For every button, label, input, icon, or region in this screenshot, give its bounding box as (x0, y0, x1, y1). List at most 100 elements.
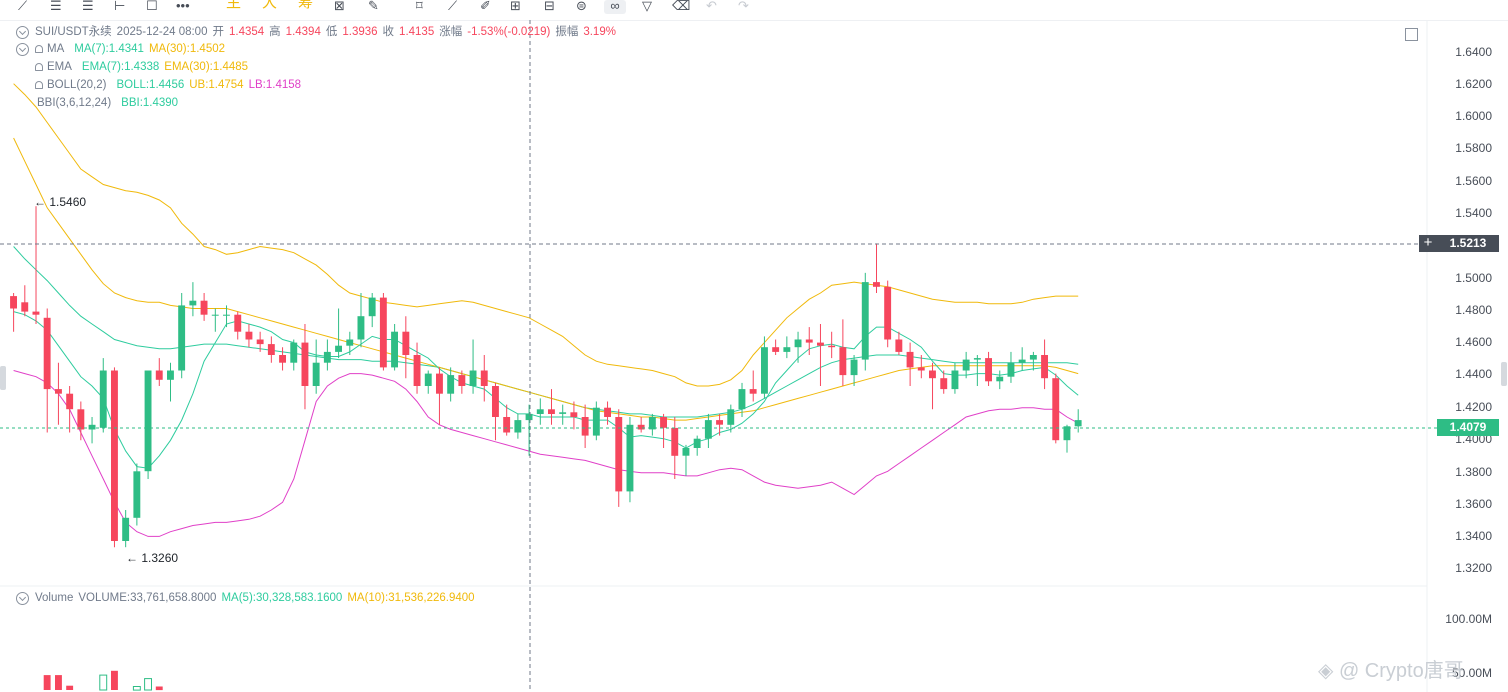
price-tick: 1.6400 (1455, 45, 1492, 59)
candle-body (805, 339, 813, 343)
candle-body (111, 370, 118, 541)
candles-tool-icon[interactable]: ⊞ (510, 0, 521, 13)
volume-bar (55, 675, 62, 690)
bell-icon[interactable] (35, 63, 43, 71)
layers-tool-icon[interactable]: ⊜ (576, 0, 587, 13)
candle-body (615, 417, 623, 492)
candle-body (10, 296, 17, 309)
candle-body (379, 297, 387, 368)
magnet-tool-icon[interactable]: ∞ (604, 0, 626, 14)
price-tick: 1.4200 (1455, 400, 1492, 414)
low-label: 低 (325, 26, 338, 38)
pencil-tool-icon[interactable]: ✐ (480, 0, 491, 13)
watermark-text: ◈ @ Crypto唐哥 (1318, 660, 1464, 682)
horizontal-lines-tool-icon[interactable]: ☰ (50, 0, 62, 13)
candle-body (738, 389, 746, 410)
candle-body (1074, 420, 1082, 427)
candle-body (357, 316, 365, 340)
candle-body (144, 370, 152, 472)
candle-body (929, 370, 936, 379)
lock-tool-icon[interactable]: ⊟ (544, 0, 555, 13)
candle-body (996, 376, 1004, 382)
ray-tool-icon[interactable]: ⊢ (114, 0, 126, 13)
volume-bar (43, 675, 51, 690)
tool-chips-text[interactable]: 筹 (298, 0, 314, 11)
collapse-chevron-icon[interactable] (16, 25, 29, 39)
candle-body (155, 370, 163, 380)
candle-body (828, 345, 836, 348)
collapse-chevron-icon[interactable] (16, 42, 29, 56)
candle-time: 2025-12-24 08:00 (116, 26, 208, 38)
boll-legend: BOLL(20,2) BOLL:1.4456 UB:1.4754 LB:1.41… (35, 76, 306, 94)
volume-ma5-value: MA(5):30,328,583.1600 (221, 592, 343, 604)
candle-body (1018, 359, 1026, 363)
candle-body (940, 378, 948, 390)
candle-body (626, 424, 634, 492)
measure-tool-icon[interactable]: ⊠ (334, 0, 345, 13)
delete-tool-icon[interactable]: ⌫ (672, 0, 691, 13)
candle-body (581, 417, 589, 436)
candle-body (727, 409, 735, 425)
ruler-tool-icon[interactable]: ⟋ (448, 0, 458, 13)
candle-body (850, 359, 858, 376)
tool-main-text[interactable]: 主 (226, 0, 242, 11)
more-tools-icon[interactable]: ••• (176, 0, 190, 13)
amplitude-label: 振幅 (555, 26, 579, 38)
candle-body (413, 355, 421, 386)
volume-bar (111, 670, 118, 690)
candle-body (469, 370, 477, 386)
volume-tick: 50.00M (1451, 666, 1492, 680)
collapse-chevron-icon[interactable] (16, 591, 29, 605)
price-tick: 1.6200 (1455, 77, 1492, 91)
brush-tool-icon[interactable]: ✎ (368, 0, 379, 13)
price-tick: 1.5000 (1455, 271, 1492, 285)
right-scroll-handle[interactable] (1501, 362, 1507, 386)
ema-name: EMA (47, 61, 72, 73)
candle-body (1029, 355, 1037, 360)
candle-body (559, 412, 567, 414)
candle-body (211, 314, 219, 316)
candle-body (817, 342, 824, 346)
volume-legend: Volume VOLUME:33,761,658.8000 MA(5):30,3… (16, 589, 480, 607)
volume-bar (155, 686, 163, 691)
left-scroll-handle[interactable] (0, 366, 6, 390)
candle-body (447, 375, 455, 394)
candle-body (200, 300, 208, 315)
candle-body (716, 420, 723, 425)
filter-tool-icon[interactable]: ▽ (642, 0, 652, 13)
candle-body (279, 355, 286, 363)
bookmark-tool-icon[interactable]: ⌑ (416, 0, 423, 13)
fullscreen-expand-icon[interactable] (1405, 28, 1418, 41)
boll-value: BOLL:1.4456 (116, 79, 185, 91)
candle-body (794, 339, 802, 348)
candle-body (1041, 355, 1048, 379)
bell-icon[interactable] (35, 81, 43, 89)
candle-body (436, 373, 443, 394)
candle-body (783, 347, 791, 352)
open-label: 开 (212, 26, 224, 38)
trend-line-tool-icon[interactable]: ⟋ (18, 0, 28, 13)
close-label: 收 (382, 26, 395, 38)
bell-icon[interactable] (35, 45, 43, 53)
price-tick: 1.6000 (1455, 109, 1492, 123)
ma30-value: MA(30):1.4502 (148, 43, 226, 55)
candle-body (548, 409, 555, 414)
add-price-line-button[interactable]: + (1419, 235, 1437, 252)
ohlc-legend: SUI/USDT永续 2025-12-24 08:00 开 1.4354 高 1.4… (16, 23, 621, 41)
candle-body (693, 438, 701, 448)
candle-body (167, 370, 174, 380)
price-tick: 1.4800 (1455, 303, 1492, 317)
rectangle-tool-icon[interactable]: ☐ (146, 0, 158, 13)
parallel-channel-tool-icon[interactable]: ☰ (82, 0, 94, 13)
boll-lower-value: LB:1.4158 (248, 79, 302, 91)
redo-icon[interactable]: ↷ (738, 0, 749, 13)
ema7-value: EMA(7):1.4338 (81, 61, 160, 73)
amplitude-value: 3.19% (583, 26, 616, 38)
candle-body (312, 362, 320, 386)
tool-large-text[interactable]: 大 (262, 0, 278, 11)
undo-icon[interactable]: ↶ (706, 0, 717, 13)
candle-body (43, 317, 51, 390)
volume-bar (99, 674, 108, 691)
candle-body (648, 417, 656, 430)
